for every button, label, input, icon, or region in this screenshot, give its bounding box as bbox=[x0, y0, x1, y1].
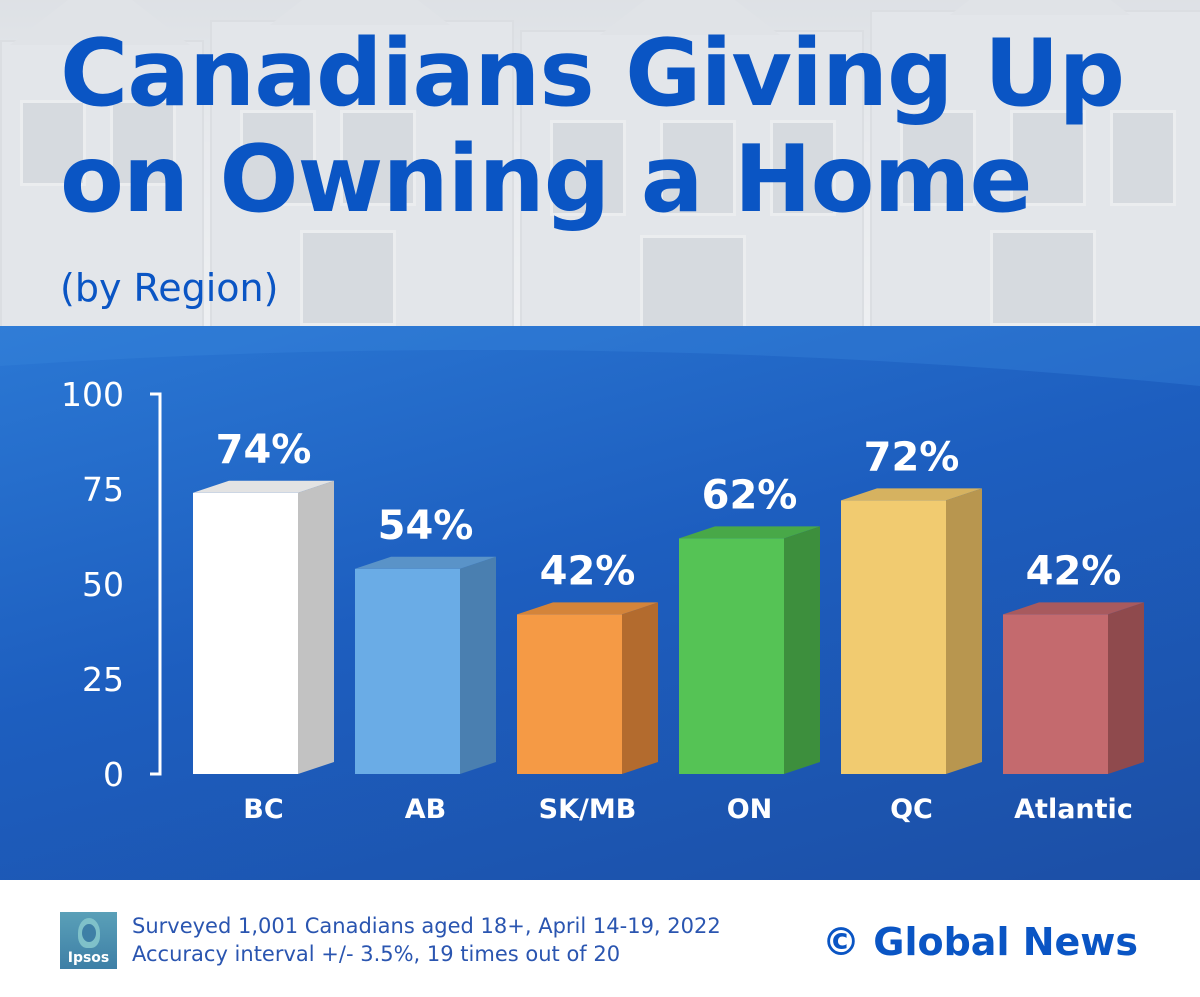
bar bbox=[355, 568, 460, 774]
x-category-label: BC bbox=[243, 794, 283, 825]
bar-top bbox=[679, 526, 820, 539]
bar-side bbox=[622, 602, 658, 774]
x-category-label: AB bbox=[405, 794, 446, 825]
accuracy-note: Accuracy interval +/- 3.5%, 19 times out… bbox=[132, 942, 621, 966]
bar-group: 74% BC bbox=[193, 427, 334, 825]
bar-value-label: 42% bbox=[1026, 548, 1122, 594]
survey-note: Surveyed 1,001 Canadians aged 18+, April… bbox=[132, 914, 721, 938]
title-line-1: Canadians Giving Up bbox=[60, 19, 1125, 127]
y-tick-label: 100 bbox=[61, 375, 124, 414]
bar-side bbox=[1108, 602, 1144, 774]
bar-top bbox=[193, 480, 334, 493]
bar bbox=[193, 492, 298, 774]
bar-top bbox=[1003, 602, 1144, 615]
bar bbox=[679, 538, 784, 774]
bars: 74% BC 54% AB 42% SK/MB 62% ON 72% QC 42% Atlantic bbox=[193, 427, 1144, 825]
y-axis-line bbox=[150, 392, 162, 776]
chart-subtitle: (by Region) bbox=[60, 266, 279, 310]
bar bbox=[517, 614, 622, 774]
header-backdrop: Canadians Giving Up on Owning a Home (by … bbox=[0, 0, 1200, 326]
y-tick-label: 75 bbox=[82, 470, 124, 509]
copyright-credit: © Global News bbox=[822, 920, 1138, 964]
bar-side bbox=[784, 526, 820, 774]
bar-top bbox=[355, 556, 496, 569]
y-axis: 0 25 50 75 100 bbox=[61, 375, 162, 794]
title-line-2: on Owning a Home bbox=[60, 125, 1033, 233]
bar-group: 72% QC bbox=[841, 434, 982, 825]
ipsos-logo-text: Ipsos bbox=[67, 950, 110, 966]
ipsos-logo: Ipsos bbox=[60, 912, 117, 969]
x-category-label: ON bbox=[727, 794, 773, 825]
bar-side bbox=[946, 488, 982, 774]
x-category-label: SK/MB bbox=[539, 794, 637, 825]
bar-group: 62% ON bbox=[679, 472, 820, 825]
bar bbox=[841, 500, 946, 774]
chart-title: Canadians Giving Up on Owning a Home bbox=[60, 20, 1160, 232]
bar-chart: 0 25 50 75 100 74% BC 54% AB 42% SK/MB 62% ON 72% QC 4… bbox=[0, 326, 1200, 825]
bar-value-label: 54% bbox=[378, 503, 474, 549]
ipsos-logo-mark-inner bbox=[82, 924, 96, 942]
y-tick-label: 50 bbox=[82, 565, 124, 604]
bar-top bbox=[841, 488, 982, 501]
x-category-label: QC bbox=[890, 794, 933, 825]
footer: Ipsos Surveyed 1,001 Canadians aged 18+,… bbox=[0, 880, 1200, 997]
bar-value-label: 62% bbox=[702, 472, 798, 518]
chart-panel: 0 25 50 75 100 74% BC 54% AB 42% SK/MB 62% ON 72% QC 4… bbox=[0, 326, 1200, 880]
bar-value-label: 72% bbox=[864, 434, 960, 480]
x-category-label: Atlantic bbox=[1014, 794, 1133, 825]
bar-value-label: 74% bbox=[216, 427, 312, 473]
bar-side bbox=[298, 480, 334, 774]
bar-value-label: 42% bbox=[540, 548, 636, 594]
bar-top bbox=[517, 602, 658, 615]
header-fade-overlay bbox=[0, 0, 1200, 326]
y-tick-label: 25 bbox=[82, 660, 124, 699]
panel-highlight bbox=[0, 326, 1200, 386]
bar-group: 42% Atlantic bbox=[1003, 548, 1144, 825]
bar bbox=[1003, 614, 1108, 774]
bar-group: 42% SK/MB bbox=[517, 548, 658, 825]
bar-group: 54% AB bbox=[355, 503, 496, 825]
bar-side bbox=[460, 556, 496, 774]
y-tick-label: 0 bbox=[103, 755, 124, 794]
